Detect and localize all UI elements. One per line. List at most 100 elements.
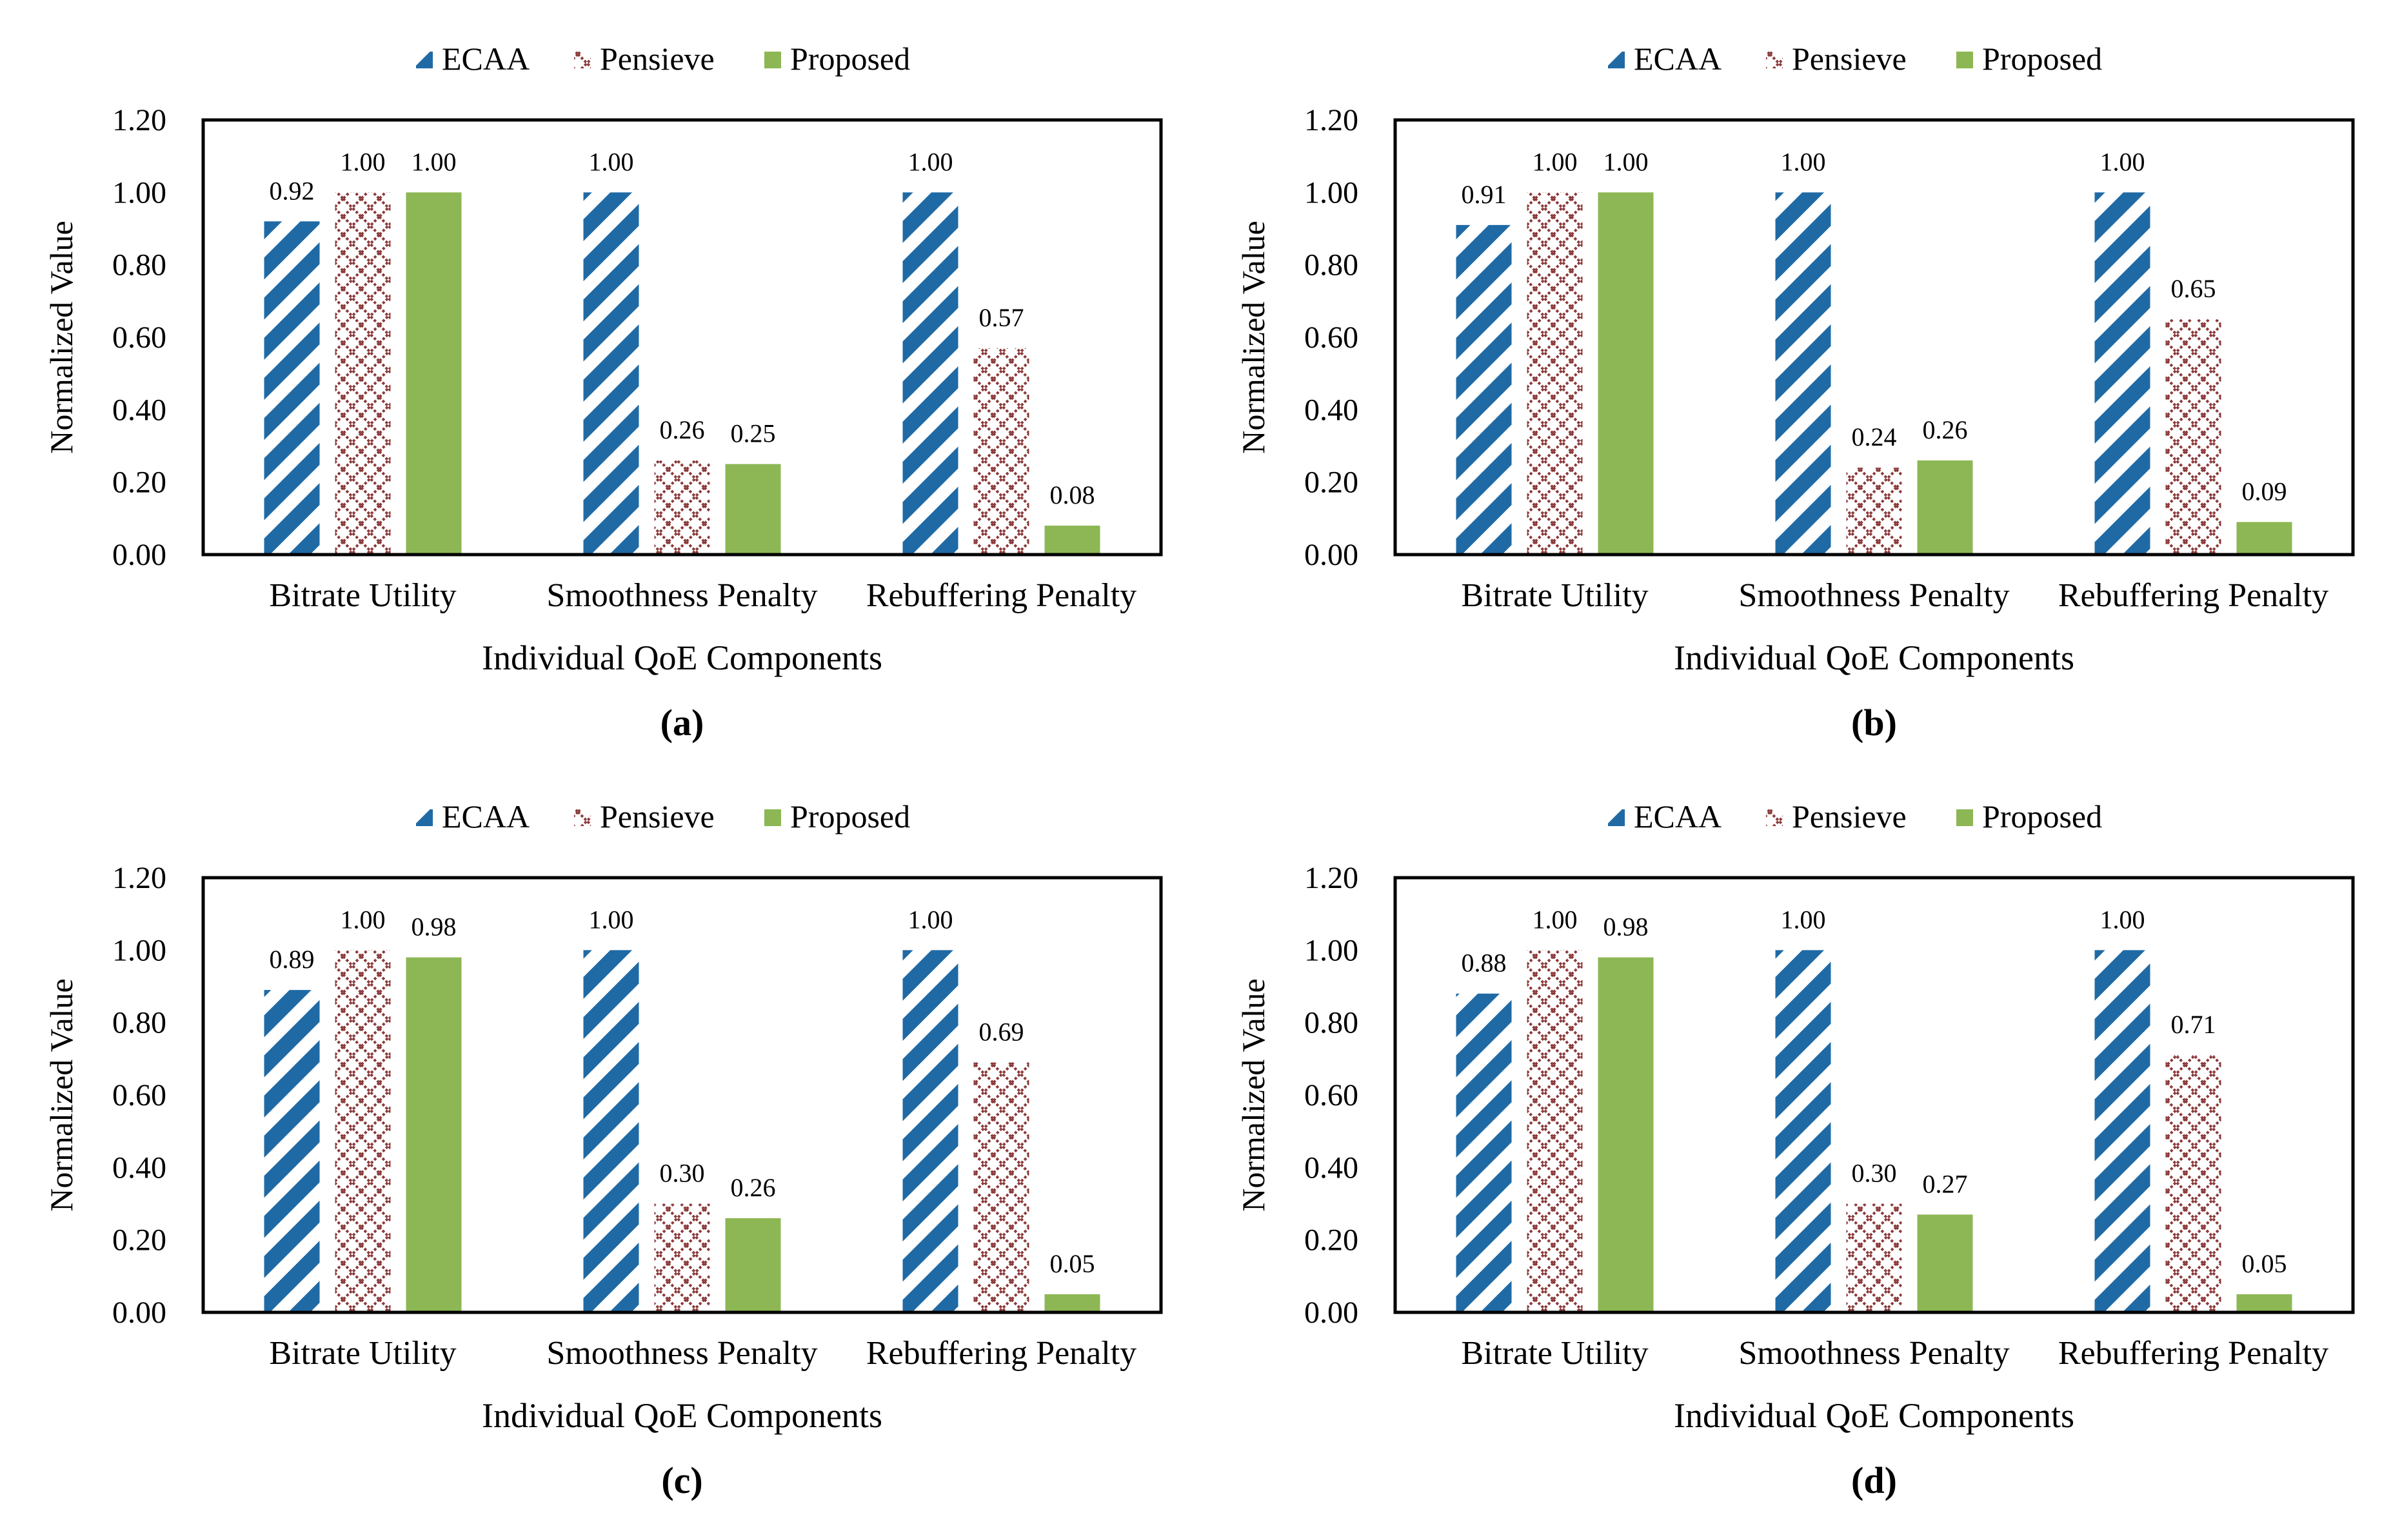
legend: ECAA Pensieve Proposed [1608,798,2102,834]
data-label: 0.05 [2242,1249,2287,1278]
data-label: 1.00 [1603,147,1649,176]
x-tick-label: Bitrate Utility [1461,1335,1648,1372]
legend-label-ecaa: ECAA [442,798,530,834]
data-label: 0.92 [270,176,315,205]
bar-proposed-1 [1917,1214,1973,1312]
data-label: 0.98 [1603,913,1649,942]
data-label: 0.08 [1050,480,1095,509]
chart-panel-b: ECAA Pensieve Proposed 0.00 0.20 0.40 0.60 0.80… [1235,41,2355,744]
y-tick-label: 0.00 [112,538,166,572]
y-axis-title: Normalized Value [1235,978,1271,1211]
legend-label-pensieve: Pensieve [600,41,715,77]
x-axis-title: Individual QoE Components [1674,1396,2074,1435]
y-tick-label: 0.20 [112,1223,166,1258]
legend-swatch-ecaa [1608,52,1625,68]
bar-pensieve-1 [654,1203,710,1312]
bar-proposed-2 [2236,1294,2292,1312]
bar-proposed-2 [1044,1294,1100,1312]
data-label: 1.00 [589,905,634,934]
legend-label-proposed: Proposed [790,41,910,77]
y-tick-label: 0.40 [1304,393,1358,427]
y-tick-label: 1.00 [112,933,166,967]
bar-pensieve-2 [973,1062,1029,1312]
data-label: 0.26 [731,1173,776,1202]
legend: ECAA Pensieve Proposed [416,41,910,77]
bar-pensieve-1 [1846,468,1902,555]
legend-swatch-ecaa [1608,809,1625,826]
bar-ecaa-2 [902,950,958,1312]
bar-ecaa-1 [583,192,639,555]
x-axis-title: Individual QoE Components [482,1396,882,1435]
data-label: 0.30 [660,1159,705,1188]
legend-swatch-pensieve [1766,809,1783,826]
legend-swatch-pensieve [574,809,591,826]
bar-pensieve-0 [1527,192,1583,555]
y-tick-label: 0.80 [1304,1006,1358,1040]
data-label: 0.30 [1852,1159,1897,1188]
y-tick-label: 0.40 [112,393,166,427]
bar-proposed-0 [406,192,462,555]
legend-label-ecaa: ECAA [1634,41,1722,77]
legend-label-pensieve: Pensieve [1792,41,1907,77]
legend-label-proposed: Proposed [790,798,910,834]
data-label: 0.71 [2171,1010,2216,1039]
data-label: 1.00 [908,905,953,934]
bar-proposed-0 [1598,192,1654,555]
chart-panel-a: ECAA Pensieve Proposed 0.00 0.20 0.40 0.60 0.80… [43,41,1163,744]
bar-ecaa-0 [264,990,320,1312]
data-label: 1.00 [908,147,953,176]
x-axis-title: Individual QoE Components [482,638,882,677]
data-label: 1.00 [341,905,386,934]
chart-panel-d: ECAA Pensieve Proposed 0.00 0.20 0.40 0.60 0.80… [1235,798,2355,1501]
data-label: 0.88 [1462,949,1507,978]
data-label: 1.00 [589,147,634,176]
y-tick-label: 0.80 [112,248,166,282]
bar-proposed-2 [2236,522,2292,555]
data-label: 0.57 [979,303,1024,332]
x-tick-label: Rebuffering Penalty [2058,1335,2328,1372]
y-tick-label: 1.20 [1304,861,1358,895]
y-tick-label: 0.00 [112,1296,166,1330]
data-label: 0.26 [1923,415,1968,444]
data-label: 0.65 [2171,274,2216,303]
y-tick-label: 0.40 [1304,1150,1358,1185]
y-axis-title: Normalized Value [43,221,79,453]
data-label: 0.26 [660,415,705,444]
x-tick-label: Bitrate Utility [269,577,456,614]
y-tick-label: 0.60 [1304,1078,1358,1112]
bar-ecaa-1 [583,950,639,1312]
data-label: 1.00 [2100,905,2145,934]
bar-ecaa-0 [264,221,320,555]
bar-proposed-1 [725,1218,781,1312]
plot-frame [1393,118,2355,557]
bar-proposed-0 [406,957,462,1312]
x-tick-label: Smoothness Penalty [1738,1335,2009,1372]
bar-pensieve-1 [654,460,710,555]
x-tick-label: Smoothness Penalty [546,577,817,614]
y-tick-label: 1.20 [112,861,166,895]
legend-swatch-proposed [1956,52,1973,68]
legend-label-pensieve: Pensieve [600,798,715,834]
bar-proposed-1 [725,464,781,555]
legend-label-pensieve: Pensieve [1792,798,1907,834]
legend-swatch-pensieve [1766,52,1783,68]
legend: ECAA Pensieve Proposed [416,798,910,834]
y-axis-title: Normalized Value [43,978,79,1211]
x-tick-label: Rebuffering Penalty [866,1335,1136,1372]
data-label: 0.89 [270,945,315,974]
data-label: 1.00 [2100,147,2145,176]
data-label: 0.98 [412,913,457,942]
bar-pensieve-0 [1527,950,1583,1312]
panel-label: (c) [661,1459,702,1501]
y-tick-label: 1.20 [1304,103,1358,137]
bar-pensieve-2 [2165,1055,2221,1312]
legend-label-proposed: Proposed [1982,798,2102,834]
plot-frame [201,876,1163,1314]
y-tick-label: 0.80 [1304,248,1358,282]
bar-proposed-2 [1044,526,1100,555]
x-tick-label: Rebuffering Penalty [866,577,1136,614]
y-tick-label: 0.60 [112,321,166,355]
x-tick-label: Smoothness Penalty [1738,577,2009,614]
y-tick-label: 0.20 [1304,466,1358,500]
